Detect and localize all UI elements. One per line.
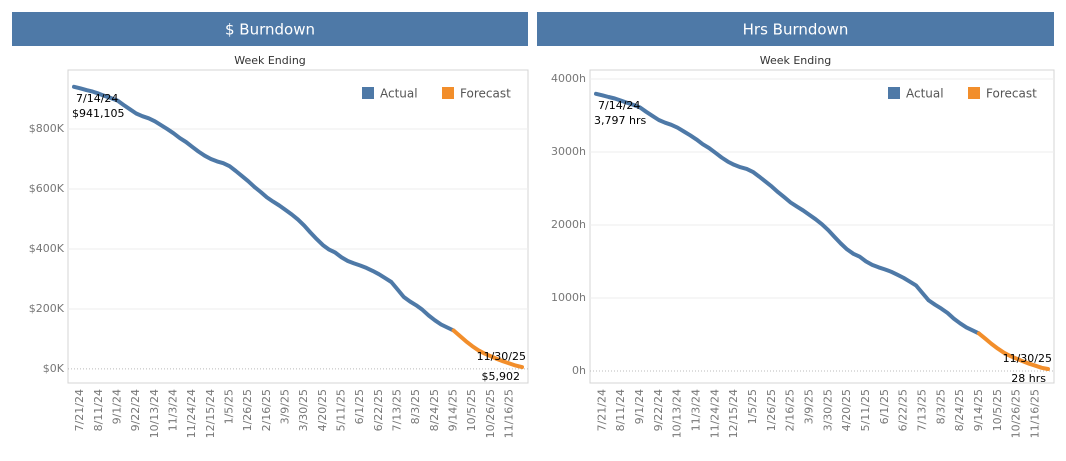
x-tick-label: 9/22/24 bbox=[129, 389, 142, 431]
annotation-date: 11/30/25 bbox=[1003, 352, 1052, 365]
y-tick-label: $200K bbox=[29, 302, 65, 315]
plot-frame bbox=[589, 69, 1055, 384]
x-tick-label: 3/30/25 bbox=[297, 389, 310, 431]
x-tick-label: 6/1/25 bbox=[353, 389, 366, 424]
annotation-value: 28 hrs bbox=[1011, 372, 1046, 385]
x-tick-label: 6/1/25 bbox=[878, 389, 891, 424]
x-tick-label: 2/16/25 bbox=[784, 389, 797, 431]
annotation-date: 7/14/24 bbox=[598, 99, 640, 112]
x-tick-label: 11/24/24 bbox=[708, 389, 721, 438]
x-tick-label: 9/22/24 bbox=[652, 389, 665, 431]
x-tick-label: 9/1/24 bbox=[633, 389, 646, 424]
x-tick-label: 5/11/25 bbox=[859, 389, 872, 431]
x-tick-label: 7/13/25 bbox=[915, 389, 928, 431]
x-tick-label: 11/16/25 bbox=[503, 389, 516, 438]
y-tick-label: $600K bbox=[29, 182, 65, 195]
x-axis-label: Week Ending bbox=[234, 54, 306, 67]
annotation-date: 11/30/25 bbox=[477, 350, 526, 363]
x-tick-label: 3/30/25 bbox=[821, 389, 834, 431]
x-tick-label: 8/3/25 bbox=[934, 389, 947, 424]
x-tick-label: 12/15/24 bbox=[727, 389, 740, 438]
x-tick-label: 3/9/25 bbox=[279, 389, 292, 424]
x-tick-label: 9/14/25 bbox=[447, 389, 460, 431]
legend-swatch bbox=[888, 87, 900, 99]
x-tick-label: 4/20/25 bbox=[316, 389, 329, 431]
x-tick-label: 9/1/24 bbox=[111, 389, 124, 424]
series-line bbox=[451, 328, 524, 370]
plot-frame bbox=[67, 69, 529, 384]
x-tick-label: 11/24/24 bbox=[185, 389, 198, 438]
series-line bbox=[594, 91, 981, 336]
x-tick-label: 11/3/24 bbox=[167, 389, 180, 431]
legend-swatch bbox=[968, 87, 980, 99]
series-line bbox=[72, 84, 456, 333]
x-tick-label: 7/21/24 bbox=[595, 389, 608, 431]
x-tick-label: 8/3/25 bbox=[409, 389, 422, 424]
x-axis-label: Week Ending bbox=[760, 54, 832, 67]
x-tick-label: 4/20/25 bbox=[840, 389, 853, 431]
title-bar bbox=[12, 12, 528, 46]
x-tick-label: 1/5/25 bbox=[746, 389, 759, 424]
legend-label: Forecast bbox=[986, 87, 1037, 101]
x-tick-label: 10/26/25 bbox=[484, 389, 497, 438]
x-tick-label: 2/16/25 bbox=[260, 389, 273, 431]
legend-swatch bbox=[362, 87, 374, 99]
legend-label: Actual bbox=[906, 87, 944, 101]
annotation-value: $941,105 bbox=[72, 107, 125, 120]
x-tick-label: 1/5/25 bbox=[223, 389, 236, 424]
y-tick-label: $0K bbox=[43, 362, 65, 375]
y-tick-label: 4000h bbox=[551, 72, 586, 85]
chart-title: Hrs Burndown bbox=[743, 21, 849, 39]
x-tick-label: 11/3/24 bbox=[689, 389, 702, 431]
x-tick-label: 10/5/25 bbox=[465, 389, 478, 431]
y-tick-label: 3000h bbox=[551, 145, 586, 158]
x-tick-label: 10/13/24 bbox=[671, 389, 684, 438]
x-tick-label: 8/11/24 bbox=[614, 389, 627, 431]
x-tick-label: 10/26/25 bbox=[1010, 389, 1023, 438]
x-tick-label: 5/11/25 bbox=[335, 389, 348, 431]
legend-label: Forecast bbox=[460, 87, 511, 101]
chart-title: $ Burndown bbox=[225, 21, 315, 39]
annotation-value: 3,797 hrs bbox=[594, 114, 646, 127]
x-tick-label: 1/26/25 bbox=[765, 389, 778, 431]
y-tick-label: $800K bbox=[29, 122, 65, 135]
x-tick-label: 8/11/24 bbox=[92, 389, 105, 431]
x-tick-label: 6/22/25 bbox=[897, 389, 910, 431]
x-tick-label: 10/5/25 bbox=[991, 389, 1004, 431]
x-tick-label: 12/15/24 bbox=[204, 389, 217, 438]
x-tick-label: 9/14/25 bbox=[972, 389, 985, 431]
x-tick-label: 11/16/25 bbox=[1028, 389, 1041, 438]
annotation-date: 7/14/24 bbox=[76, 92, 118, 105]
x-tick-label: 8/24/25 bbox=[428, 389, 441, 431]
x-tick-label: 6/22/25 bbox=[372, 389, 385, 431]
x-tick-label: 8/24/25 bbox=[953, 389, 966, 431]
y-tick-label: 2000h bbox=[551, 218, 586, 231]
annotation-value: $5,902 bbox=[482, 370, 521, 383]
x-tick-label: 7/13/25 bbox=[391, 389, 404, 431]
y-tick-label: 0h bbox=[572, 364, 586, 377]
legend-swatch bbox=[442, 87, 454, 99]
y-tick-label: 1000h bbox=[551, 291, 586, 304]
series-line bbox=[976, 331, 1050, 371]
y-tick-label: $400K bbox=[29, 242, 65, 255]
x-tick-label: 3/9/25 bbox=[802, 389, 815, 424]
x-tick-label: 7/21/24 bbox=[73, 389, 86, 431]
x-tick-label: 10/13/24 bbox=[148, 389, 161, 438]
title-bar bbox=[537, 12, 1054, 46]
x-tick-label: 1/26/25 bbox=[241, 389, 254, 431]
legend-label: Actual bbox=[380, 87, 418, 101]
